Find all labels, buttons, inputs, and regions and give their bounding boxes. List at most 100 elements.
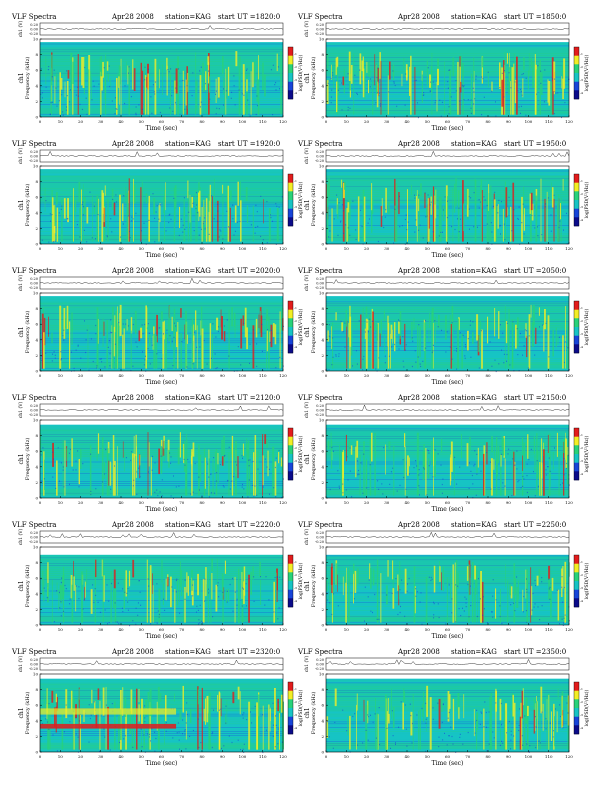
colorbar-segment bbox=[574, 73, 579, 82]
time-tick-label: 120 bbox=[279, 246, 287, 251]
time-tick-label: 20 bbox=[364, 500, 370, 505]
voltage-trace bbox=[325, 28, 570, 30]
voltage-axis-label: ch1 (V) bbox=[17, 402, 24, 419]
colorbar-tick-label: -2 bbox=[580, 700, 583, 704]
time-tick-label: 120 bbox=[565, 119, 573, 124]
time-tick-label: 40 bbox=[118, 500, 124, 505]
colorbar-segment bbox=[288, 344, 293, 354]
voltage-axis-label: ch1 (V) bbox=[17, 21, 24, 38]
panel-date: Apr28 2008 bbox=[397, 521, 440, 529]
time-tick-label: 0 bbox=[39, 627, 42, 632]
voltage-tick-label: -0.20 bbox=[29, 286, 38, 290]
colorbar-frame bbox=[287, 681, 294, 735]
colorbar-tick-label: -2 bbox=[580, 573, 583, 577]
colorbar-segment bbox=[288, 699, 293, 709]
time-tick-label: 10 bbox=[58, 627, 64, 632]
voltage-tick-label: 0.00 bbox=[316, 282, 324, 286]
colorbar-segment bbox=[574, 309, 579, 319]
time-axis-label: Time (sec) bbox=[146, 379, 178, 386]
colorbar-segment bbox=[574, 708, 579, 717]
time-tick-label: 10 bbox=[58, 754, 64, 759]
panel-station: station=KAG bbox=[451, 521, 497, 529]
freq-tick-label: 0 bbox=[321, 496, 324, 501]
freq-tick-label: 2 bbox=[35, 734, 38, 739]
time-tick-label: 90 bbox=[220, 246, 226, 251]
colorbar-segment bbox=[574, 445, 579, 455]
time-tick-label: 100 bbox=[239, 246, 247, 251]
panel-title: VLF Spectra bbox=[297, 267, 342, 275]
colorbar-tick-label: -4 bbox=[294, 726, 297, 730]
time-tick-label: 50 bbox=[425, 500, 431, 505]
colorbar-segment bbox=[574, 598, 579, 608]
freq-tick-label: 4 bbox=[35, 337, 38, 342]
colorbar-segment bbox=[288, 217, 293, 227]
time-tick-label: 30 bbox=[98, 119, 104, 124]
colorbar-label: log(PSD(V²/Hz)) bbox=[297, 308, 304, 345]
time-tick-label: 70 bbox=[179, 373, 185, 378]
voltage-tick-label: 0.20 bbox=[30, 150, 38, 154]
time-tick-label: 60 bbox=[445, 373, 451, 378]
time-tick-label: 90 bbox=[506, 627, 512, 632]
spectra-panel-2150-0: VLF Spectra Apr28 2008 station=KAG start UT… bbox=[297, 394, 590, 513]
time-tick-label: 30 bbox=[98, 246, 104, 251]
voltage-tick-label: 0.20 bbox=[30, 23, 38, 27]
panel-title: VLF Spectra bbox=[11, 394, 56, 402]
spectra-panel-2050-0: VLF Spectra Apr28 2008 station=KAG start UT… bbox=[297, 267, 590, 386]
colorbar-label: log(PSD(V²/Hz)) bbox=[583, 54, 590, 91]
colorbar-tick-label: -1 bbox=[294, 560, 297, 564]
voltage-trace bbox=[39, 25, 284, 30]
voltage-tick-label: 0.20 bbox=[30, 277, 38, 281]
time-tick-label: 30 bbox=[384, 754, 390, 759]
freq-tick-label: 8 bbox=[35, 306, 38, 311]
freq-tick-label: 2 bbox=[35, 353, 38, 358]
colorbar-segment bbox=[288, 690, 293, 700]
time-tick-label: 80 bbox=[199, 754, 205, 759]
freq-tick-label: 2 bbox=[321, 480, 324, 485]
colorbar-segment bbox=[288, 563, 293, 573]
colorbar-tick-label: -1 bbox=[580, 433, 583, 437]
freq-tick-label: 10 bbox=[319, 545, 325, 550]
panel-title: VLF Spectra bbox=[297, 648, 342, 656]
freq-tick-label: 6 bbox=[35, 195, 38, 200]
panel-title: VLF Spectra bbox=[297, 521, 342, 529]
colorbar-segment bbox=[574, 208, 579, 218]
time-tick-label: 120 bbox=[565, 627, 573, 632]
colorbar-tick-label: -2 bbox=[580, 65, 583, 69]
freq-tick-label: 8 bbox=[35, 52, 38, 57]
colorbar-tick-label: -4 bbox=[294, 472, 297, 476]
colorbar-segment bbox=[574, 81, 579, 91]
freq-tick-label: 2 bbox=[321, 99, 324, 104]
channel-label: ch1 bbox=[18, 199, 25, 210]
colorbar-segment bbox=[288, 682, 293, 691]
time-tick-label: 10 bbox=[344, 373, 350, 378]
time-tick-label: 60 bbox=[445, 627, 451, 632]
colorbar-tick-label: -1 bbox=[580, 687, 583, 691]
freq-tick-label: 10 bbox=[33, 545, 39, 550]
freq-tick-label: 0 bbox=[35, 496, 38, 501]
panel-station: station=KAG bbox=[451, 267, 497, 275]
panel-title: VLF Spectra bbox=[297, 394, 342, 402]
colorbar-tick-label: -1 bbox=[294, 433, 297, 437]
colorbar-segment bbox=[288, 90, 293, 100]
colorbar-tick-label: -2 bbox=[294, 700, 297, 704]
freq-tick-label: 2 bbox=[35, 226, 38, 231]
time-tick-label: 70 bbox=[465, 500, 471, 505]
time-tick-label: 10 bbox=[344, 119, 350, 124]
time-axis-label: Time (sec) bbox=[432, 633, 464, 640]
colorbar-segment bbox=[574, 454, 579, 463]
freq-tick-label: 0 bbox=[35, 623, 38, 628]
spectrogram-streaks bbox=[42, 558, 281, 627]
panel-start-time: start UT =2220:0 bbox=[218, 521, 280, 529]
colorbar-segment bbox=[574, 572, 579, 582]
freq-tick-label: 0 bbox=[321, 369, 324, 374]
colorbar-tick-label: -3 bbox=[580, 78, 583, 82]
freq-tick-label: 10 bbox=[319, 418, 325, 423]
voltage-trace bbox=[325, 279, 570, 284]
spectra-panel-2120-0: VLF Spectra Apr28 2008 station=KAG start UT… bbox=[11, 394, 304, 513]
voltage-tick-label: -0.20 bbox=[29, 667, 38, 671]
spectra-panel-1820-0: VLF Spectra Apr28 2008 station=KAG start UT… bbox=[11, 13, 304, 132]
spectrogram-streaks bbox=[327, 432, 570, 499]
colorbar-frame bbox=[287, 300, 294, 354]
time-tick-label: 30 bbox=[384, 373, 390, 378]
spectrogram-streaks bbox=[326, 685, 570, 753]
